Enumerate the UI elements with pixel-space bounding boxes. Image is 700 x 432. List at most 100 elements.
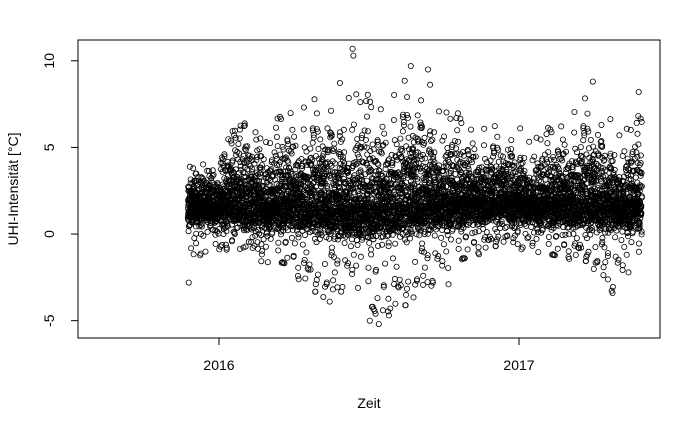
- data-point: [258, 251, 265, 258]
- data-point: [376, 167, 383, 174]
- data-point: [283, 164, 290, 171]
- data-point: [224, 223, 231, 230]
- data-point: [331, 269, 338, 276]
- data-point: [252, 129, 259, 136]
- data-point: [224, 222, 231, 229]
- data-point: [471, 146, 478, 153]
- data-point: [454, 110, 461, 117]
- data-point: [400, 122, 407, 129]
- data-point: [292, 142, 299, 149]
- data-point: [280, 146, 287, 153]
- data-point: [412, 258, 419, 265]
- data-point: [396, 276, 403, 283]
- data-point: [244, 143, 251, 150]
- data-point: [289, 126, 296, 133]
- data-point: [313, 239, 320, 246]
- data-point: [354, 284, 361, 291]
- data-point: [279, 143, 286, 150]
- data-point: [452, 170, 459, 177]
- data-point: [367, 98, 374, 105]
- data-point: [257, 135, 264, 142]
- data-point: [262, 243, 269, 250]
- data-point: [273, 133, 280, 140]
- data-point: [200, 232, 207, 239]
- data-point: [291, 133, 298, 140]
- data-point: [336, 129, 343, 136]
- data-point: [350, 121, 357, 128]
- data-point: [241, 120, 248, 127]
- data-point: [300, 104, 307, 111]
- data-point: [454, 127, 461, 134]
- data-point: [276, 161, 283, 168]
- data-point: [353, 262, 360, 269]
- data-point: [242, 146, 249, 153]
- data-point: [267, 140, 274, 147]
- data-point: [269, 229, 276, 236]
- data-point: [334, 257, 341, 264]
- data-point: [336, 80, 343, 87]
- data-point: [246, 191, 253, 198]
- data-point: [469, 140, 476, 147]
- data-point: [219, 241, 226, 248]
- data-point: [260, 236, 267, 243]
- data-point: [309, 139, 316, 146]
- data-point: [321, 260, 328, 267]
- data-point: [275, 247, 282, 254]
- data-point: [392, 300, 399, 307]
- data-point: [307, 145, 314, 152]
- data-point: [263, 165, 270, 172]
- data-point: [229, 128, 236, 135]
- data-point: [193, 230, 200, 237]
- data-point: [391, 92, 398, 99]
- data-point: [428, 282, 435, 289]
- data-point: [214, 179, 221, 186]
- data-point: [402, 291, 409, 298]
- data-point: [303, 249, 310, 256]
- data-point: [399, 128, 406, 135]
- data-point: [311, 235, 318, 242]
- data-point: [288, 234, 295, 241]
- data-point: [410, 294, 417, 301]
- data-point: [236, 126, 243, 133]
- data-point: [483, 228, 490, 235]
- data-point: [421, 134, 428, 141]
- data-point: [242, 243, 249, 250]
- data-point: [494, 133, 501, 140]
- data-point: [443, 109, 450, 116]
- data-point: [382, 260, 389, 267]
- data-point: [188, 245, 195, 252]
- data-point: [472, 229, 479, 236]
- data-point: [502, 224, 509, 231]
- data-point: [195, 173, 202, 180]
- data-point: [256, 173, 263, 180]
- data-point: [393, 263, 400, 270]
- data-point: [241, 122, 248, 129]
- data-point: [281, 156, 288, 163]
- data-point: [445, 265, 452, 272]
- data-point: [363, 113, 370, 120]
- data-point: [229, 157, 236, 164]
- data-point: [447, 115, 454, 122]
- data-point: [435, 108, 442, 115]
- data-point: [357, 253, 364, 260]
- data-point: [464, 246, 471, 253]
- data-point: [193, 240, 200, 247]
- data-point: [302, 275, 309, 282]
- data-point: [200, 161, 207, 168]
- data-points: [184, 45, 645, 328]
- data-point: [290, 252, 297, 259]
- data-point: [500, 238, 507, 245]
- data-point: [277, 116, 284, 123]
- data-point: [379, 123, 386, 130]
- data-point: [300, 126, 307, 133]
- data-point: [229, 237, 236, 244]
- data-point: [204, 228, 211, 235]
- data-point: [419, 240, 426, 247]
- data-point: [490, 153, 497, 160]
- data-point: [286, 165, 293, 172]
- data-point: [216, 246, 223, 253]
- data-point: [317, 136, 324, 143]
- data-point: [365, 264, 372, 271]
- data-point: [251, 242, 258, 249]
